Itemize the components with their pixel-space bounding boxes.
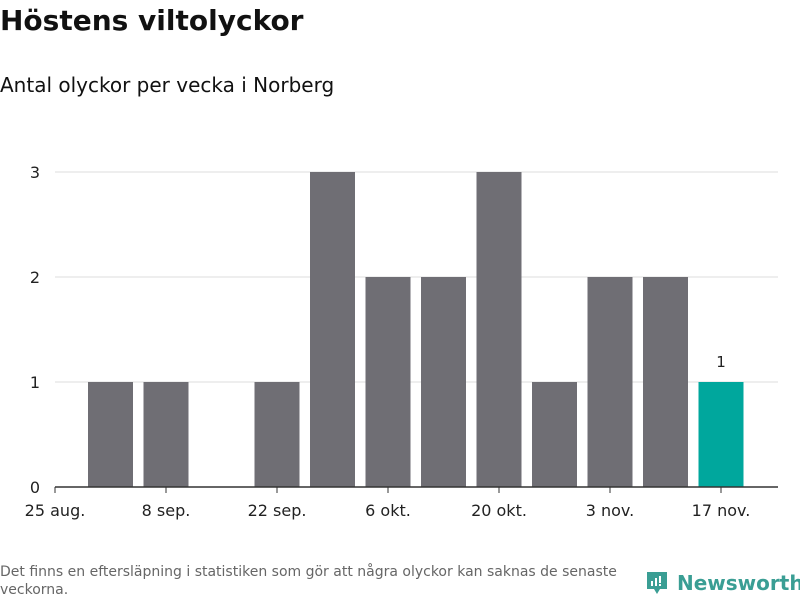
x-tick-label: 22 sep. (248, 501, 307, 520)
chart-title: Höstens viltolyckor (0, 4, 304, 37)
y-tick-label: 2 (30, 268, 40, 287)
bar-17nov (698, 382, 744, 487)
x-tick-label: 25 aug. (25, 501, 86, 520)
bar-chart: 0 1 2 3 1 25 aug. 8 sep. 22 sep. 6 okt. 20 okt. 3 … (25, 163, 778, 520)
bar-1sep (88, 382, 133, 487)
bar-22sep (254, 382, 300, 487)
data-label: 1 (716, 353, 726, 371)
bar-20okt (476, 172, 522, 487)
footnote: Det finns en eftersläpning i statistiken… (0, 564, 617, 598)
bar-29sep (310, 172, 355, 487)
newsworthy-logo: Newsworthy (645, 570, 800, 596)
y-tick-label: 0 (30, 478, 40, 497)
chart-subtitle: Antal olyckor per vecka i Norberg (0, 73, 335, 97)
y-tick-label: 3 (30, 163, 40, 182)
bar-6okt (365, 277, 411, 487)
bar-8sep (143, 382, 189, 487)
bar-13okt (421, 277, 466, 487)
bar-27okt (532, 382, 577, 487)
x-tick-label: 3 nov. (586, 501, 635, 520)
x-tick-label: 17 nov. (692, 501, 751, 520)
x-tick-label: 8 sep. (142, 501, 191, 520)
logo-text: Newsworthy (677, 571, 800, 595)
bar-3nov (587, 277, 633, 487)
x-tick-label: 6 okt. (365, 501, 411, 520)
y-tick-label: 1 (30, 373, 40, 392)
newsworthy-logo-icon (647, 572, 667, 594)
x-tick-label: 20 okt. (471, 501, 527, 520)
bar-10nov (643, 277, 688, 487)
